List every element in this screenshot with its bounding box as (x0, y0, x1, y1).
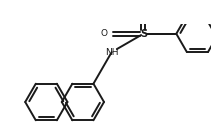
Text: O: O (101, 29, 108, 38)
Text: NH: NH (105, 48, 118, 57)
Text: S: S (140, 29, 147, 39)
